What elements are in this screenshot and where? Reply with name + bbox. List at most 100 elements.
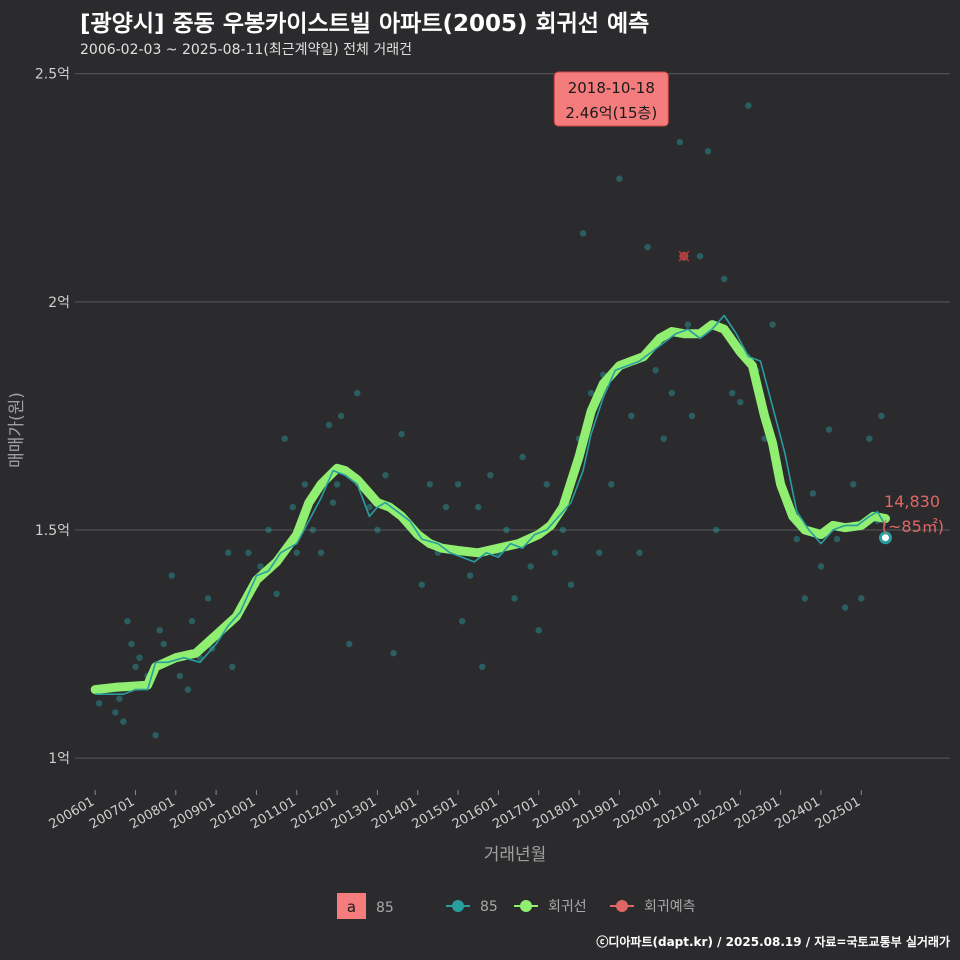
scatter-point	[833, 535, 841, 543]
x-tick-label: 201001	[208, 794, 258, 832]
x-tick-label: 202401	[772, 794, 822, 832]
x-tick-label: 202201	[692, 794, 742, 832]
x-tick-label: 202001	[611, 794, 661, 832]
scatter-point	[156, 627, 163, 634]
regression-layer	[90, 320, 890, 695]
prediction-area: (~85㎡)	[882, 517, 944, 536]
scatter-point	[519, 453, 526, 461]
scatter-point	[684, 321, 692, 328]
scatter-point	[676, 138, 684, 146]
scatter-point	[567, 581, 575, 588]
scatter-point	[229, 663, 236, 671]
legend: a 85 85 회귀선 회귀예측	[337, 893, 696, 919]
scatter-point	[333, 481, 341, 488]
scatter-point	[587, 389, 595, 397]
scatter-point	[245, 549, 252, 556]
x-tick-label: 201201	[289, 794, 339, 832]
scatter-point	[704, 148, 712, 155]
scatter-point	[660, 435, 667, 442]
scatter-point	[793, 535, 800, 543]
x-tick-label: 202501	[813, 794, 863, 832]
scatter-point	[458, 617, 466, 625]
scatter-point	[112, 709, 119, 716]
y-tick-label: 2억	[48, 295, 70, 311]
scatter-point	[317, 549, 325, 556]
scatter-point	[374, 526, 381, 534]
scatter-point	[398, 430, 405, 438]
scatter-point	[511, 595, 518, 602]
y-axis-label: 매매가(원)	[7, 392, 27, 468]
scatter-point	[745, 102, 752, 109]
y-tick-label: 1.5억	[35, 523, 70, 539]
series-85-layer	[95, 314, 887, 695]
legend-label: 회귀선	[548, 899, 587, 915]
scatter-point	[688, 412, 696, 420]
x-tick-label: 200701	[87, 794, 137, 832]
scatter-point	[608, 481, 615, 488]
x-tick-label: 201601	[450, 794, 500, 832]
scatter-point	[325, 421, 333, 429]
x-tick-label: 202301	[732, 794, 782, 832]
annotation-date: 2018-10-18	[568, 79, 655, 97]
x-tick-label: 200601	[47, 794, 97, 832]
legend-key-box-letter: a	[347, 898, 356, 916]
annotation-box	[553, 71, 669, 127]
legend-key-box-label: 85	[376, 900, 394, 916]
y-tick-label: 2.5억	[35, 67, 70, 83]
series-85-line	[95, 314, 887, 695]
scatter-point	[95, 700, 103, 707]
scatter-point	[841, 604, 849, 611]
scatter-point	[878, 412, 885, 420]
x-tick-label: 201501	[410, 794, 460, 832]
scatter-point	[543, 481, 550, 488]
scatter-point	[204, 595, 212, 602]
scatter-point	[188, 617, 196, 625]
scatter-point	[668, 389, 675, 397]
x-tick-label: 202101	[652, 794, 702, 832]
annotation-layer: 2018-10-18 2.46억(15층) 14,830 (~85㎡)	[553, 71, 944, 545]
scatter-point	[559, 526, 567, 534]
scatter-point	[184, 686, 192, 693]
scatter-point	[616, 175, 623, 182]
scatter-point	[293, 549, 300, 556]
scatter-point	[168, 572, 175, 579]
scatter-point	[801, 595, 809, 602]
scatter-point	[337, 412, 345, 420]
scatter-point	[136, 654, 143, 661]
scatter-point	[817, 563, 825, 570]
annotation-value: 2.46억(15층)	[565, 104, 657, 122]
scatter-point	[466, 572, 474, 579]
scatter-point	[120, 718, 127, 725]
legend-label: 85	[480, 899, 498, 915]
scatter-layer	[95, 88, 885, 739]
scatter-point	[329, 499, 337, 506]
scatter-point	[454, 481, 462, 488]
legend-label: 회귀예측	[644, 899, 696, 915]
prediction-cross	[678, 250, 690, 262]
footer-credit: ⓒ디아파트(dapt.kr) / 2025.08.19 / 자료=국토교통부 실…	[596, 935, 950, 949]
y-tick-label: 1억	[48, 751, 70, 767]
scatter-point	[475, 503, 482, 511]
scatter-point	[809, 490, 817, 497]
x-tick-label: 200901	[168, 794, 218, 832]
x-tick-label: 201401	[369, 794, 419, 832]
scatter-point	[345, 640, 353, 648]
scatter-point	[527, 563, 534, 570]
scatter-point	[426, 481, 434, 488]
scatter-point	[595, 549, 603, 556]
legend-marker	[616, 900, 628, 912]
scatter-point	[301, 481, 309, 488]
scatter-point	[636, 549, 643, 556]
scatter-point	[858, 595, 865, 602]
legend-marker	[520, 900, 532, 912]
scatter-point	[366, 503, 373, 511]
scatter-point	[769, 321, 776, 328]
scatter-point	[712, 526, 720, 534]
chart-subtitle: 2006-02-03 ~ 2025-08-11(최근계약일) 전체 거래건	[80, 42, 412, 58]
scatter-point	[652, 367, 659, 374]
scatter-point	[644, 243, 651, 251]
scatter-point	[265, 526, 272, 534]
scatter-point	[720, 275, 728, 283]
scatter-point	[737, 398, 744, 406]
